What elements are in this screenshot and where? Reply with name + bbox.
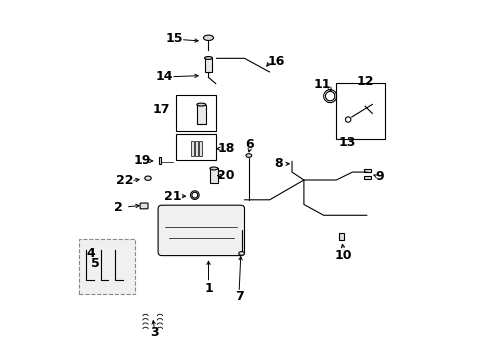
Text: 19: 19 <box>133 154 150 167</box>
Ellipse shape <box>238 252 244 255</box>
Text: 12: 12 <box>356 75 373 87</box>
Text: 5: 5 <box>91 257 99 270</box>
Text: 11: 11 <box>312 78 330 91</box>
Bar <box>338 233 343 240</box>
Bar <box>204 58 212 72</box>
Bar <box>176 95 215 131</box>
Text: 15: 15 <box>165 32 183 45</box>
Bar <box>196 104 205 124</box>
Bar <box>199 141 202 156</box>
Ellipse shape <box>196 103 205 106</box>
Text: 9: 9 <box>374 170 383 183</box>
Bar <box>336 83 384 139</box>
Ellipse shape <box>144 176 151 180</box>
Text: 7: 7 <box>234 291 243 303</box>
Text: 10: 10 <box>334 249 351 262</box>
FancyBboxPatch shape <box>158 205 244 256</box>
Ellipse shape <box>203 35 213 41</box>
Text: 14: 14 <box>156 70 173 83</box>
Bar <box>176 134 215 160</box>
Text: 6: 6 <box>245 138 254 150</box>
FancyBboxPatch shape <box>140 203 148 209</box>
Text: 16: 16 <box>266 55 284 68</box>
Ellipse shape <box>209 167 218 170</box>
Text: 22: 22 <box>116 174 133 187</box>
Text: 4: 4 <box>86 247 95 260</box>
Text: 2: 2 <box>114 201 122 213</box>
Bar <box>209 168 218 183</box>
Bar <box>363 176 370 179</box>
Bar <box>79 239 134 294</box>
Text: 21: 21 <box>164 190 182 203</box>
Text: 8: 8 <box>274 157 283 170</box>
Bar <box>363 169 370 172</box>
Bar <box>190 141 193 156</box>
Text: 17: 17 <box>153 103 170 116</box>
Text: 1: 1 <box>203 282 212 294</box>
Bar <box>195 141 198 156</box>
Bar <box>159 157 161 164</box>
Ellipse shape <box>245 154 251 157</box>
Text: 3: 3 <box>150 327 159 339</box>
Text: 18: 18 <box>217 142 234 155</box>
Text: 13: 13 <box>338 136 355 149</box>
Ellipse shape <box>204 57 212 59</box>
Text: 20: 20 <box>217 169 234 182</box>
